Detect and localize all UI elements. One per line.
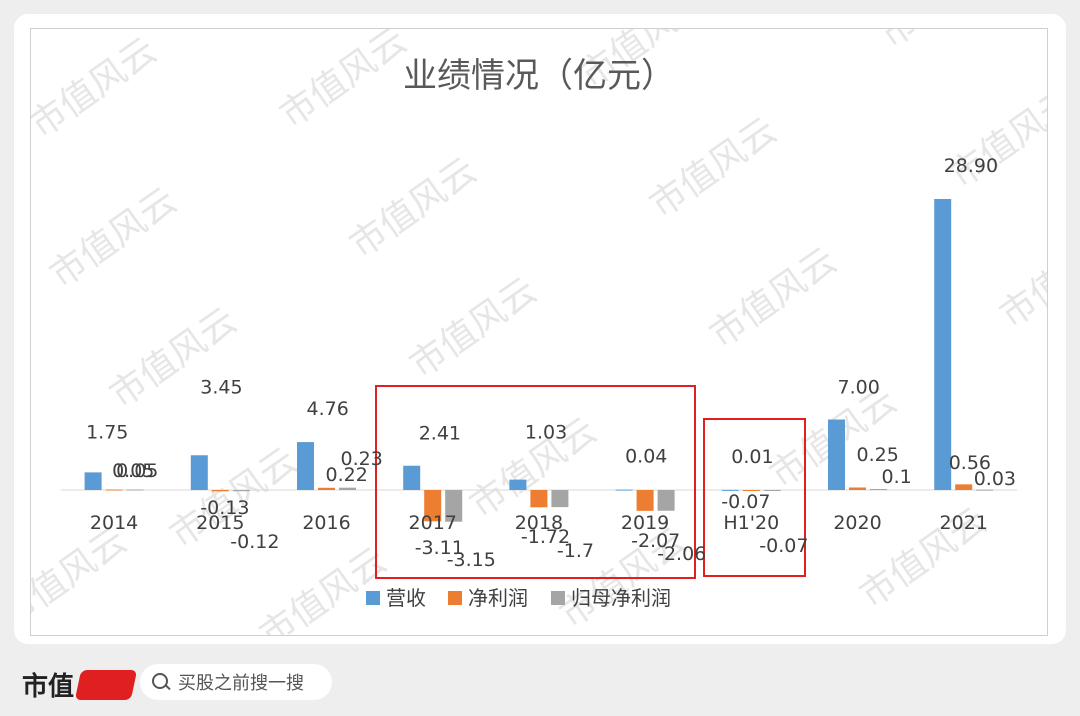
data-label: 7.00 bbox=[838, 377, 880, 399]
bar-净利润-2018 bbox=[530, 490, 548, 508]
data-label: -0.07 bbox=[721, 491, 770, 513]
data-label: -1.72 bbox=[521, 526, 570, 548]
watermark-text: 市值风云 bbox=[873, 29, 1014, 56]
data-label: 0.05 bbox=[116, 460, 158, 482]
bar-归母净利润-2021 bbox=[976, 489, 994, 491]
watermark-text: 市值风云 bbox=[703, 240, 844, 356]
data-label: 0.04 bbox=[625, 446, 667, 468]
bar-营收-2016 bbox=[297, 442, 314, 490]
data-label: -2.07 bbox=[631, 530, 680, 552]
watermark-text: 市值风云 bbox=[943, 80, 1047, 196]
data-label: 0.1 bbox=[882, 466, 912, 488]
data-label: -1.7 bbox=[557, 540, 594, 562]
bar-净利润-2017 bbox=[424, 490, 442, 522]
bar-营收-2021 bbox=[934, 198, 952, 491]
data-label: -0.12 bbox=[230, 531, 279, 553]
bar-营收-H1'20 bbox=[721, 489, 739, 491]
highlight-box-h1-20 bbox=[703, 418, 806, 577]
data-label: 2.41 bbox=[419, 423, 461, 445]
footer-bar: 市值 买股之前搜一搜 bbox=[0, 648, 1080, 716]
bar-净利润-2019 bbox=[636, 490, 654, 511]
data-label: 0.22 bbox=[326, 464, 368, 486]
data-label: -0.07 bbox=[759, 535, 808, 557]
bar-净利润-2020 bbox=[849, 487, 866, 490]
bar-净利润-2014 bbox=[105, 489, 123, 491]
data-label: 28.90 bbox=[944, 155, 998, 177]
watermark-text: 市值风云 bbox=[343, 150, 484, 266]
data-label: 0.03 bbox=[974, 468, 1016, 490]
bar-归母净利润-2014 bbox=[126, 489, 144, 491]
watermark-text: 市值风云 bbox=[31, 30, 164, 146]
x-tick-label: 2014 bbox=[90, 512, 138, 534]
legend-label: 营收 bbox=[386, 586, 426, 610]
data-label: 3.45 bbox=[200, 376, 242, 398]
bar-营收-2019 bbox=[615, 489, 633, 491]
watermark-text: 市值风云 bbox=[993, 220, 1047, 336]
bar-营收-2015 bbox=[190, 455, 208, 490]
bar-归母净利润-2015 bbox=[232, 490, 250, 492]
data-label: 4.76 bbox=[307, 398, 349, 420]
data-label: 0.23 bbox=[341, 448, 383, 470]
search-placeholder: 买股之前搜一搜 bbox=[178, 673, 304, 694]
x-tick-label: H1'20 bbox=[723, 512, 779, 534]
bar-净利润-2015 bbox=[211, 490, 229, 492]
data-label: -3.11 bbox=[415, 537, 464, 559]
watermark-text: 市值风云 bbox=[253, 540, 394, 635]
legend-swatch-营收 bbox=[366, 591, 380, 605]
watermark-text: 市值风云 bbox=[643, 110, 784, 226]
x-tick-label: 2019 bbox=[621, 512, 669, 534]
search-button[interactable]: 买股之前搜一搜 bbox=[140, 664, 332, 700]
data-label: 0.05 bbox=[112, 460, 154, 482]
data-label: 0.25 bbox=[857, 444, 899, 466]
chart-title: 业绩情况（亿元） bbox=[403, 56, 675, 96]
search-icon bbox=[152, 673, 170, 691]
brand-name: 市值 bbox=[22, 672, 75, 702]
bar-归母净利润-2016 bbox=[339, 487, 356, 490]
data-label: -2.06 bbox=[657, 543, 706, 565]
data-label: -0.13 bbox=[200, 497, 249, 519]
watermark-text: 市值风云 bbox=[43, 180, 184, 296]
x-tick-label: 2017 bbox=[409, 512, 457, 534]
x-tick-label: 2021 bbox=[940, 512, 988, 534]
bar-营收-2017 bbox=[403, 465, 421, 490]
brand-mark-icon bbox=[74, 669, 138, 700]
watermark-text: 市值风云 bbox=[31, 520, 134, 635]
x-tick-label: 2015 bbox=[196, 512, 244, 534]
x-tick-label: 2020 bbox=[833, 512, 881, 534]
bar-归母净利润-2020 bbox=[870, 488, 887, 490]
watermark-text: 市值风云 bbox=[273, 29, 414, 136]
legend-label: 净利润 bbox=[468, 586, 528, 610]
data-label: 1.75 bbox=[86, 421, 128, 443]
x-tick-label: 2016 bbox=[302, 512, 350, 534]
bar-营收-2020 bbox=[828, 419, 845, 490]
highlight-box-2017-2019 bbox=[375, 385, 696, 579]
data-label: 0.01 bbox=[731, 446, 773, 468]
legend-swatch-净利润 bbox=[448, 591, 462, 605]
bar-归母净利润-2019 bbox=[657, 490, 675, 511]
bar-净利润-H1'20 bbox=[742, 490, 760, 491]
bar-净利润-2016 bbox=[318, 487, 335, 490]
data-label: -3.15 bbox=[447, 549, 496, 571]
bar-营收-2014 bbox=[84, 472, 102, 490]
bar-归母净利润-2017 bbox=[445, 490, 463, 522]
watermark-text: 市值风云 bbox=[403, 270, 544, 386]
data-label: 0.56 bbox=[949, 452, 991, 474]
legend-label: 归母净利润 bbox=[571, 586, 671, 610]
bar-归母净利润-2018 bbox=[551, 490, 569, 508]
bar-营收-2018 bbox=[509, 479, 527, 490]
brand-logo[interactable]: 市值 bbox=[22, 666, 138, 703]
x-tick-label: 2018 bbox=[515, 512, 563, 534]
data-label: 1.03 bbox=[525, 422, 567, 444]
chart-area: 市值风云 市值风云 市值风云 市值风云 市值风云 市值风云 市值风云 市值风云 市值风云 市值风云… bbox=[30, 28, 1048, 636]
bar-净利润-2021 bbox=[955, 484, 973, 490]
legend-swatch-归母净利润 bbox=[551, 591, 565, 605]
watermark-text: 市值风云 bbox=[103, 300, 244, 416]
bar-归母净利润-H1'20 bbox=[763, 490, 781, 491]
